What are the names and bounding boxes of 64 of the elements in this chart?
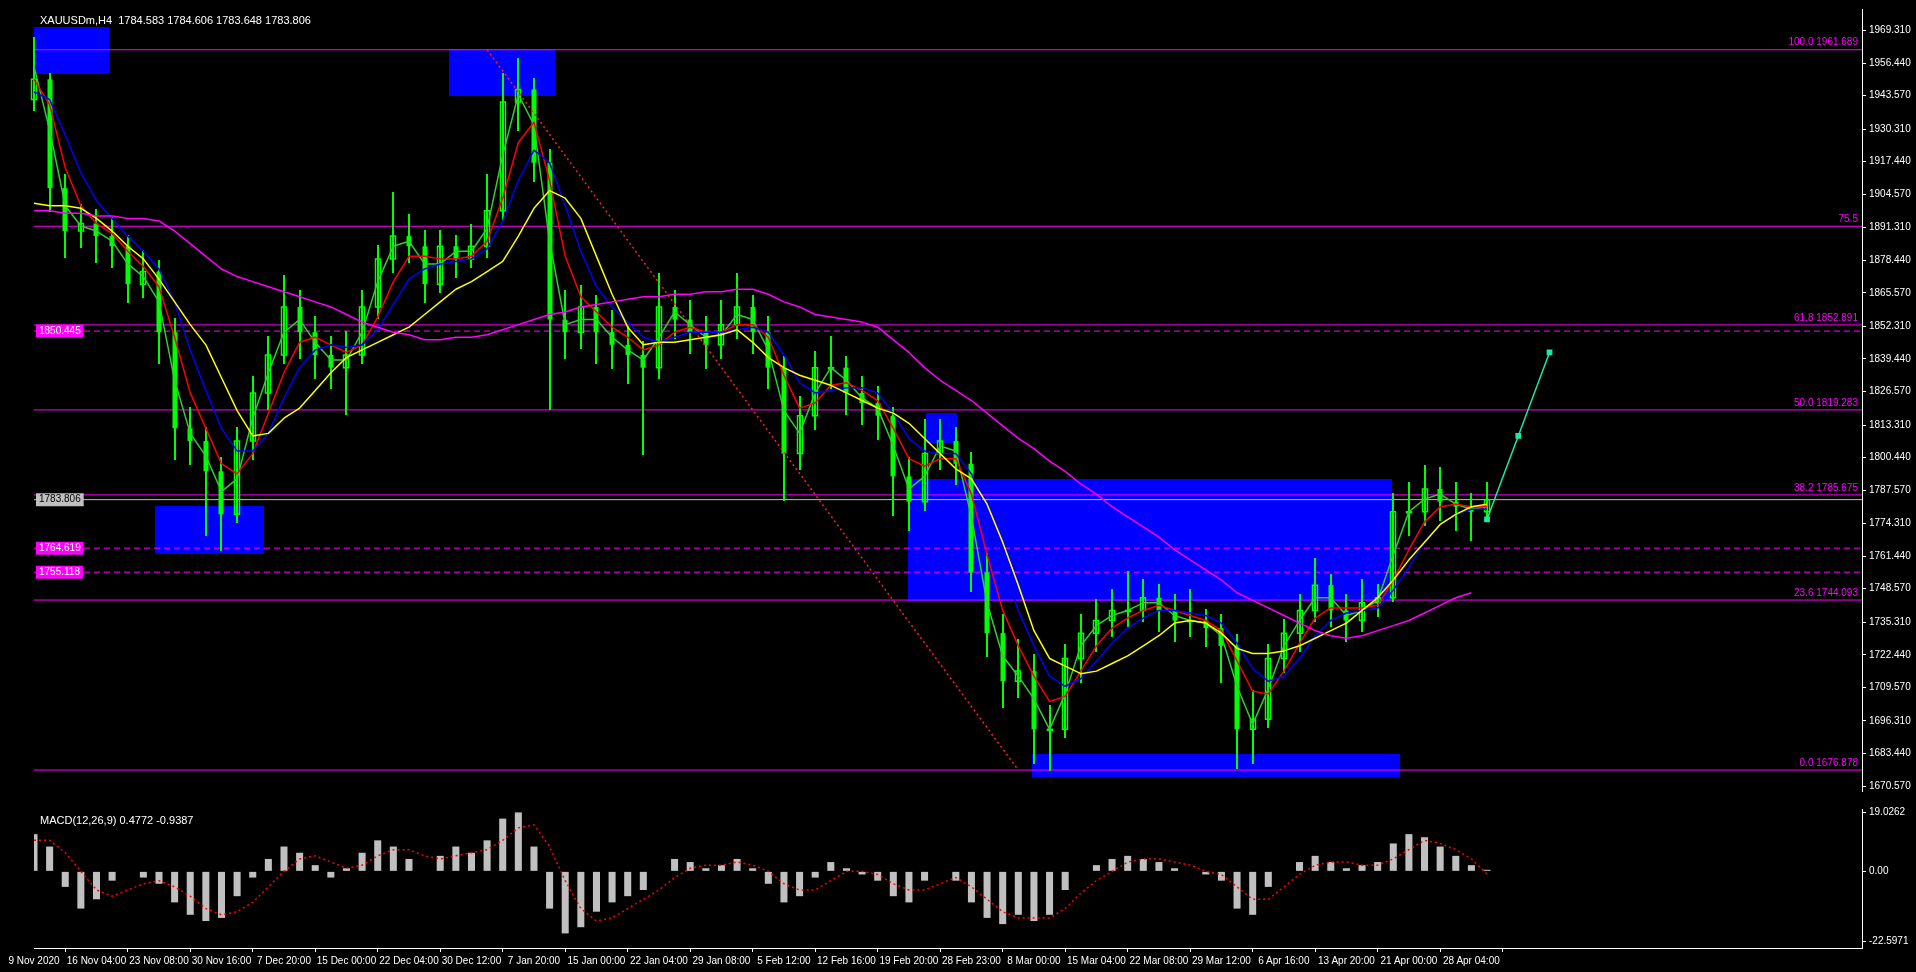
ref-line-label: 50.0 1819.283 [1794,396,1859,408]
y-tick-label: 1696.310 [1869,714,1912,726]
x-tick-label: 15 Jan 00:00 [567,954,626,966]
x-tick-label: 30 Dec 12:00 [441,954,502,966]
ref-line-label: 100.0 1961.689 [1788,36,1859,48]
y-tick-label: 1787.570 [1869,483,1912,495]
y-tick-label: 1761.440 [1869,549,1912,561]
y-tick-label: -22.5971 [1869,935,1909,947]
ref-line-label: 1850.445 [39,324,82,336]
x-tick-label: 22 Jan 04:00 [630,954,689,966]
x-tick-label: 16 Nov 04:00 [66,954,127,966]
y-tick-label: 1683.440 [1869,747,1912,759]
x-tick-label: 12 Feb 16:00 [816,954,877,966]
ref-line-label: 61.8 1852.891 [1794,311,1859,323]
x-tick-label: 7 Jan 20:00 [507,954,561,966]
x-tick-label: 7 Dec 20:00 [257,954,312,966]
x-tick-label: 15 Dec 00:00 [316,954,377,966]
y-tick-label: 0.00 [1869,865,1889,877]
annotation: 75.5 [1838,213,1859,224]
y-tick-label: 1800.440 [1869,451,1912,463]
y-tick-label: 1670.570 [1869,779,1912,791]
y-tick-label: 1956.440 [1869,56,1912,68]
y-tick-label: 19.0262 [1869,806,1906,818]
ref-line-label: 0.0 1676.878 [1799,756,1859,768]
x-tick-label: 5 Feb 12:00 [757,954,812,966]
y-tick-label: 1748.570 [1869,582,1912,594]
ref-line-label: 23.6 1744.093 [1794,586,1859,598]
x-tick-label: 19 Feb 20:00 [879,954,939,966]
ref-line-label: 1764.619 [39,541,82,553]
x-tick-label: 21 Apr 00:00 [1380,954,1438,966]
x-tick-label: 29 Jan 08:00 [692,954,751,966]
y-tick-label: 1722.440 [1869,648,1912,660]
x-tick-label: 8 Mar 00:00 [1007,954,1062,966]
y-tick-label: 1943.570 [1869,89,1912,101]
y-tick-label: 1904.570 [1869,187,1912,199]
x-tick-label: 6 Apr 16:00 [1258,954,1310,966]
y-tick-label: 1878.440 [1869,254,1912,266]
x-tick-label: 15 Mar 04:00 [1066,954,1127,966]
x-tick-label: 28 Feb 23:00 [941,954,1002,966]
x-tick-label: 13 Apr 20:00 [1318,954,1376,966]
y-tick-label: 1917.440 [1869,155,1912,167]
y-tick-label: 1735.310 [1869,616,1912,628]
y-tick-label: 1709.570 [1869,681,1912,693]
x-tick-label: 30 Nov 16:00 [191,954,252,966]
y-tick-label: 1839.440 [1869,352,1912,364]
ref-line-label: 1755.118 [39,565,81,577]
y-tick-label: 1826.570 [1869,385,1912,397]
ref-line-label: 38.2 1785.675 [1794,481,1859,493]
x-tick-label: 29 Mar 12:00 [1191,954,1252,966]
chart-title: MACD(12,26,9) 0.4772 -0.9387 [40,813,194,826]
y-tick-label: 1774.310 [1869,517,1912,529]
y-tick-label: 1969.310 [1869,24,1912,36]
x-tick-label: 22 Mar 08:00 [1129,954,1189,966]
x-tick-label: 23 Nov 08:00 [129,954,190,966]
y-tick-label: 1865.570 [1869,286,1912,298]
ref-line-label: 1783.806 [39,493,82,505]
x-tick-label: 28 Apr 04:00 [1443,954,1501,966]
x-tick-label: 9 Nov 2020 [8,954,61,966]
y-tick-label: 1930.310 [1869,122,1912,134]
y-tick-label: 1891.310 [1869,221,1912,233]
y-tick-label: 1852.310 [1869,320,1912,332]
x-tick-label: 22 Dec 04:00 [379,954,440,966]
chart-title: XAUUSDm,H4 1784.583 1784.606 1783.648 1783.806 [40,13,311,26]
y-tick-label: 1813.310 [1869,418,1912,430]
